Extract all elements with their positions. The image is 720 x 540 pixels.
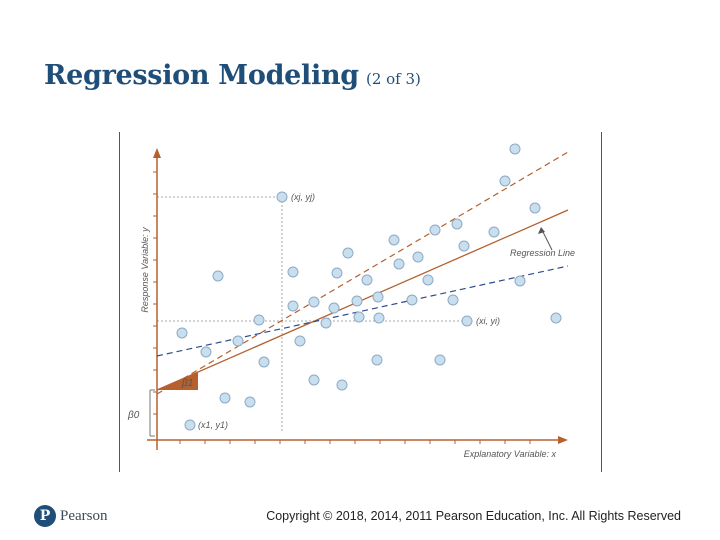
data-point-j	[276, 191, 288, 203]
data-point	[371, 354, 383, 366]
slide-title: Regression Modeling (2 of 3)	[44, 60, 421, 91]
data-point	[258, 356, 270, 368]
data-point	[351, 295, 363, 307]
data-point	[308, 374, 320, 386]
data-point-1	[184, 419, 196, 431]
data-point	[176, 327, 188, 339]
data-point	[514, 275, 526, 287]
regression-label-pointer	[541, 229, 553, 251]
y-axis-arrow	[153, 148, 161, 158]
pearson-logo: P Pearson	[34, 505, 108, 527]
data-point	[287, 266, 299, 278]
y-axis-ticks	[153, 171, 157, 415]
x-axis-ticks	[179, 440, 531, 444]
regression-diagram: Response Variable: y Explanatory Variabl…	[127, 143, 575, 459]
data-point	[488, 226, 500, 238]
data-point	[244, 396, 256, 408]
data-point	[451, 218, 463, 230]
data-point	[406, 294, 418, 306]
data-point	[529, 202, 541, 214]
data-point	[373, 312, 385, 324]
regression-line-label: Regression Line	[510, 248, 575, 258]
data-point	[434, 354, 446, 366]
copyright-notice: Copyright © 2018, 2014, 2011 Pearson Edu…	[266, 509, 681, 523]
data-point	[342, 247, 354, 259]
data-point	[320, 317, 332, 329]
data-point	[499, 175, 511, 187]
data-point	[509, 143, 521, 155]
title-subtitle: (2 of 3)	[365, 70, 421, 88]
x-axis-label: Explanatory Variable: x	[464, 449, 557, 459]
data-point	[361, 274, 373, 286]
data-point	[212, 270, 224, 282]
y-axis-label: Response Variable: y	[140, 227, 150, 313]
data-point	[308, 296, 320, 308]
data-point	[372, 291, 384, 303]
data-point	[429, 224, 441, 236]
data-point	[287, 300, 299, 312]
data-point	[253, 314, 265, 326]
point-j-label: (xj, yj)	[291, 192, 315, 202]
data-point	[331, 267, 343, 279]
data-point	[336, 379, 348, 391]
data-point	[388, 234, 400, 246]
data-point	[422, 274, 434, 286]
dashed-flat-line	[156, 265, 569, 357]
data-point	[232, 335, 244, 347]
title-text: Regression Modeling	[44, 60, 359, 91]
point-i-label: (xi, yi)	[476, 316, 500, 326]
regression-line	[156, 209, 569, 391]
point-1-label: (x1, y1)	[198, 420, 228, 430]
data-point	[393, 258, 405, 270]
regression-figure: Response Variable: y Explanatory Variabl…	[119, 132, 602, 472]
pearson-logo-icon: P	[34, 505, 56, 527]
beta0-label: β0	[127, 410, 140, 421]
scatter-points	[176, 143, 562, 431]
data-point	[219, 392, 231, 404]
data-point	[458, 240, 470, 252]
data-point	[447, 294, 459, 306]
regression-label-arrowhead	[538, 227, 545, 234]
data-point	[412, 251, 424, 263]
data-point	[550, 312, 562, 324]
data-point	[200, 346, 212, 358]
data-point-i	[461, 315, 473, 327]
data-point	[328, 302, 340, 314]
data-point	[353, 311, 365, 323]
beta1-label: β1	[181, 378, 193, 389]
data-point	[294, 335, 306, 347]
beta1-slope-triangle	[157, 372, 198, 390]
x-axis-arrow	[558, 436, 568, 444]
pearson-logo-text: Pearson	[60, 507, 108, 524]
